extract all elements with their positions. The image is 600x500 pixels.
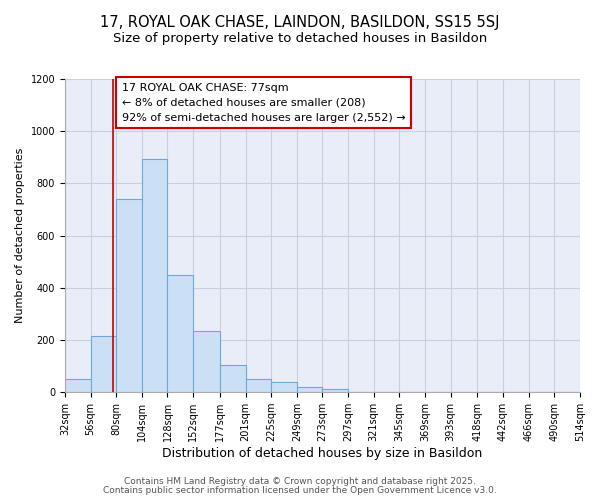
Bar [91,336,116,392]
X-axis label: Distribution of detached houses by size in Basildon: Distribution of detached houses by size … [163,447,482,460]
Bar [271,382,297,392]
Bar [297,387,322,392]
Bar [220,365,245,392]
Text: 17, ROYAL OAK CHASE, LAINDON, BASILDON, SS15 5SJ: 17, ROYAL OAK CHASE, LAINDON, BASILDON, … [100,15,500,30]
Bar [65,379,91,392]
Bar [142,158,167,392]
Bar [116,199,142,392]
Text: 17 ROYAL OAK CHASE: 77sqm
← 8% of detached houses are smaller (208)
92% of semi-: 17 ROYAL OAK CHASE: 77sqm ← 8% of detach… [122,83,405,122]
Bar [245,379,271,392]
Text: Contains HM Land Registry data © Crown copyright and database right 2025.: Contains HM Land Registry data © Crown c… [124,477,476,486]
Bar [322,389,348,392]
Y-axis label: Number of detached properties: Number of detached properties [15,148,25,324]
Text: Contains public sector information licensed under the Open Government Licence v3: Contains public sector information licen… [103,486,497,495]
Bar [167,275,193,392]
Text: Size of property relative to detached houses in Basildon: Size of property relative to detached ho… [113,32,487,45]
Bar [193,331,220,392]
